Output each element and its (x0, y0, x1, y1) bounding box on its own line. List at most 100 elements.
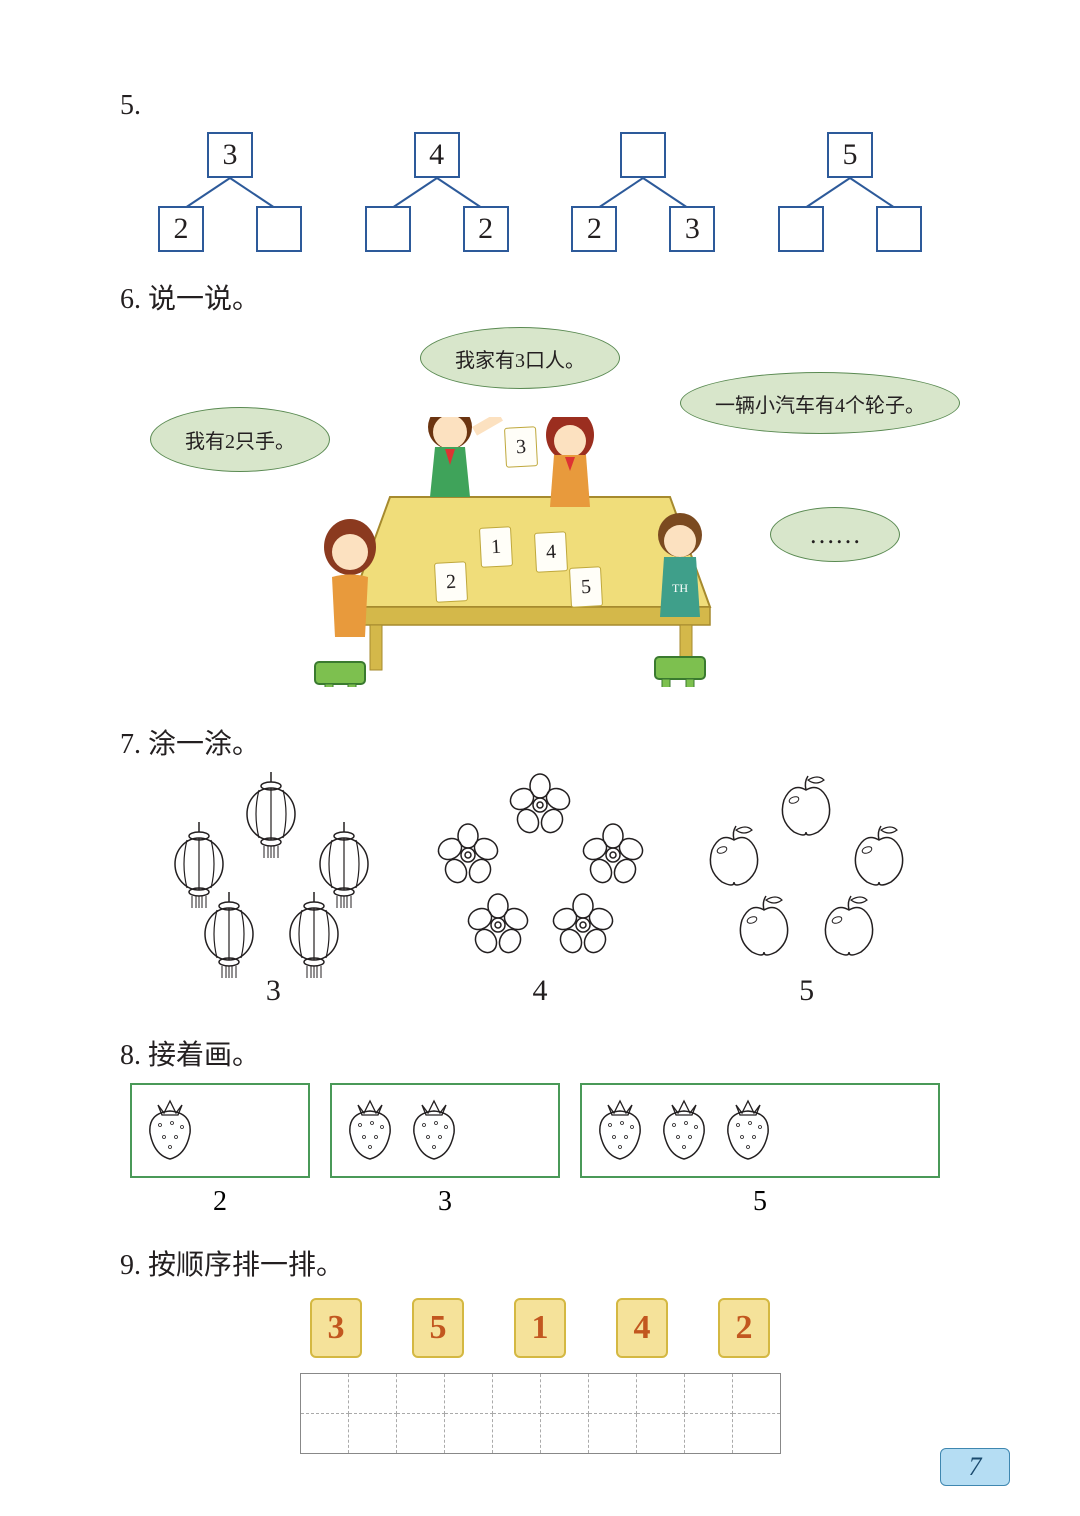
page-number: 7 (940, 1448, 1010, 1486)
lantern-icon (240, 772, 302, 865)
q8-heading: 8. 接着画。 (120, 1033, 960, 1073)
grid-cell (588, 1374, 636, 1414)
grid-cell (732, 1414, 780, 1454)
q9-heading: 9. 按顺序排一排。 (120, 1243, 960, 1283)
bond-left-box (778, 206, 824, 252)
strawberry-label: 5 (580, 1186, 940, 1218)
flower-icon (465, 892, 531, 963)
grid-cell (636, 1374, 684, 1414)
grid-cell (492, 1414, 540, 1454)
grid-cell (492, 1374, 540, 1414)
apple-icon (847, 822, 911, 893)
bond-top-box (620, 132, 666, 178)
lantern-group: 3 (158, 772, 388, 1008)
flower-icon (580, 822, 646, 893)
table-card-2: 2 (434, 561, 468, 603)
grid-cell (396, 1374, 444, 1414)
coloring-row: 3 4 5 (120, 772, 960, 1008)
bond-top-box: 5 (827, 132, 873, 178)
strawberry-icon (140, 1093, 200, 1168)
table-scene: TH 3 1 4 2 5 (310, 417, 750, 687)
talk-scene: 我有2只手。 我家有3口人。 一辆小汽车有4个轮子。 …… (120, 327, 960, 697)
table-card-1: 1 (479, 526, 513, 568)
number-tile: 5 (412, 1298, 464, 1358)
apple-icon (702, 822, 766, 893)
speech-bubble-left: 我有2只手。 (150, 407, 330, 472)
bond-right-box: 3 (669, 206, 715, 252)
grid-cell (540, 1374, 588, 1414)
group-label: 5 (692, 974, 922, 1008)
held-card: 3 (504, 426, 538, 468)
question-5: 5. 3 2 4 2 2 3 5 (120, 90, 960, 252)
grid-cell (444, 1414, 492, 1454)
strawberry-icon (404, 1093, 464, 1168)
strawberry-label: 2 (130, 1186, 310, 1218)
answer-grid (120, 1373, 960, 1454)
number-tile: 3 (310, 1298, 362, 1358)
bond-right-box: 2 (463, 206, 509, 252)
number-tile: 1 (514, 1298, 566, 1358)
grid-cell (588, 1414, 636, 1454)
number-bond: 3 2 (140, 132, 320, 252)
bond-left-box: 2 (571, 206, 617, 252)
bond-left-box (365, 206, 411, 252)
bond-right-box (876, 206, 922, 252)
flower-group: 4 (425, 772, 655, 1008)
number-bond: 5 (760, 132, 940, 252)
question-7: 7. 涂一涂。 3 4 5 (120, 722, 960, 1008)
group-label: 3 (158, 974, 388, 1008)
bond-top-box: 3 (207, 132, 253, 178)
number-bond: 2 3 (553, 132, 733, 252)
q7-heading: 7. 涂一涂。 (120, 722, 960, 762)
bond-right-box (256, 206, 302, 252)
strawberry-box (330, 1083, 560, 1178)
number-bonds-row: 3 2 4 2 2 3 5 (120, 132, 960, 252)
strawberry-icon (340, 1093, 400, 1168)
number-tile: 4 (616, 1298, 668, 1358)
strawberry-icon (718, 1093, 778, 1168)
strawberry-row (120, 1083, 960, 1178)
grid-cell (348, 1374, 396, 1414)
apple-icon (774, 772, 838, 843)
grid-cell (348, 1414, 396, 1454)
svg-text:TH: TH (672, 581, 688, 595)
question-9: 9. 按顺序排一排。 35142 (120, 1243, 960, 1454)
grid-cell (300, 1414, 348, 1454)
strawberry-box (580, 1083, 940, 1178)
number-tile: 2 (718, 1298, 770, 1358)
grid-cell (444, 1374, 492, 1414)
grid-cell (732, 1374, 780, 1414)
grid-cell (300, 1374, 348, 1414)
speech-bubble-top: 我家有3口人。 (420, 327, 620, 389)
question-8: 8. 接着画。 235 (120, 1033, 960, 1218)
q6-heading: 6. 说一说。 (120, 277, 960, 317)
strawberry-icon (590, 1093, 650, 1168)
grid-cell (684, 1414, 732, 1454)
question-6: 6. 说一说。 我有2只手。 我家有3口人。 一辆小汽车有4个轮子。 …… (120, 277, 960, 697)
lantern-icon (198, 892, 260, 985)
q5-number: 5. (120, 90, 960, 122)
apple-icon (817, 892, 881, 963)
apple-icon (732, 892, 796, 963)
flower-icon (435, 822, 501, 893)
strawberry-label: 3 (330, 1186, 560, 1218)
strawberry-labels: 235 (120, 1186, 960, 1218)
bond-top-box: 4 (414, 132, 460, 178)
number-bond: 4 2 (347, 132, 527, 252)
group-label: 4 (425, 974, 655, 1008)
flower-icon (550, 892, 616, 963)
bond-left-box: 2 (158, 206, 204, 252)
grid-cell (540, 1414, 588, 1454)
grid-cell (396, 1414, 444, 1454)
lantern-icon (283, 892, 345, 985)
grid-cell (636, 1414, 684, 1454)
speech-bubble-dots: …… (770, 507, 900, 562)
grid-cell (684, 1374, 732, 1414)
strawberry-icon (654, 1093, 714, 1168)
table-card-5: 5 (569, 566, 603, 608)
flower-icon (507, 772, 573, 843)
table-card-4: 4 (534, 531, 568, 573)
strawberry-box (130, 1083, 310, 1178)
number-tiles-row: 35142 (120, 1298, 960, 1358)
apple-group: 5 (692, 772, 922, 1008)
